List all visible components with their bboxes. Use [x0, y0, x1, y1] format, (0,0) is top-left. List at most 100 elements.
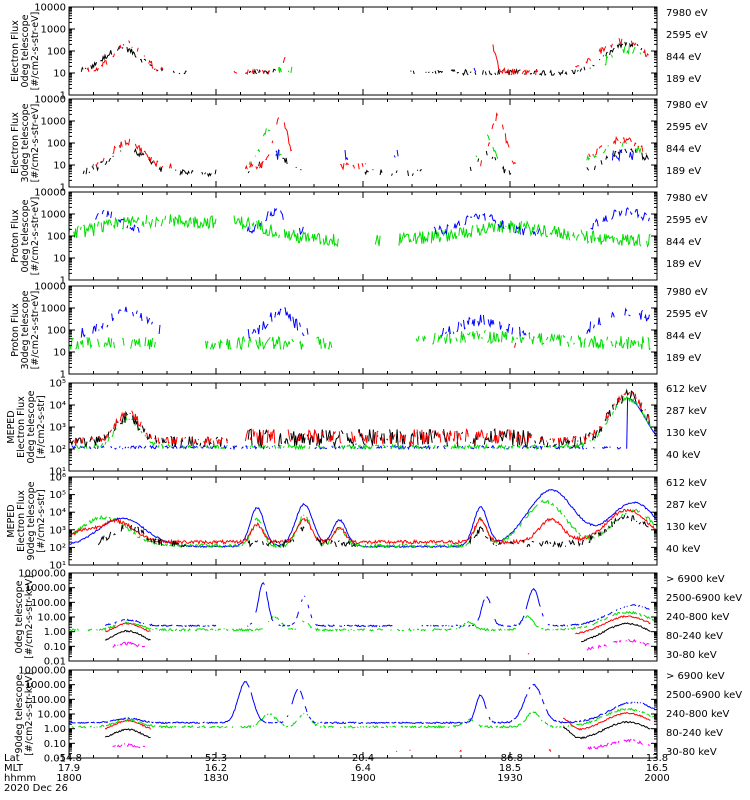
- y-tick-label: 10³: [49, 423, 66, 434]
- y-tick-label: 10000: [34, 95, 66, 106]
- panel-frame: [68, 382, 658, 472]
- legend-entry: 7980 eV: [666, 193, 708, 204]
- legend-entry: 612 keV: [666, 478, 707, 489]
- legend-entry: 2595 eV: [666, 309, 708, 320]
- legend-entry: 80-240 keV: [666, 728, 723, 739]
- series-line: [68, 680, 657, 725]
- panel-frame: [68, 669, 658, 759]
- y-tick-label: 10: [53, 161, 66, 172]
- y-tick-label: 1000.00: [25, 583, 66, 594]
- panel-frame: [68, 6, 658, 96]
- y-tick-label: 1: [60, 91, 66, 102]
- y-tick-label: 10⁵: [49, 379, 66, 390]
- y-axis-label: [#/cm2-s-str]: [36, 489, 47, 552]
- series-line: [105, 713, 657, 752]
- y-tick-label: 10⁶: [49, 473, 66, 484]
- series-line: [68, 489, 658, 549]
- x-tick-label: 16.2: [205, 763, 227, 774]
- y-axis-label: 0deg telescope: [14, 580, 25, 653]
- series-line: [248, 128, 642, 166]
- legend-entry: > 6900 keV: [666, 574, 725, 585]
- y-tick-label: 10.00: [37, 613, 66, 624]
- y-tick-label: 1.00: [44, 724, 66, 735]
- legend-entry: 30-80 keV: [666, 747, 717, 758]
- legend-entry: 844 eV: [666, 237, 701, 248]
- legend-entry: 189 eV: [666, 353, 701, 364]
- y-tick-label: 10: [53, 254, 66, 265]
- x-tick-label: 6.4: [355, 763, 371, 774]
- y-tick-label: 1000: [41, 304, 66, 315]
- y-tick-label: 100: [47, 47, 66, 58]
- y-tick-label: 1: [60, 370, 66, 381]
- y-tick-label: 1.00: [44, 627, 66, 638]
- y-tick-label: 10000.00: [18, 569, 66, 580]
- series-line: [95, 207, 650, 236]
- y-tick-label: 0.01: [44, 754, 66, 765]
- panel-frame: [68, 285, 658, 375]
- legend-entry: 189 eV: [666, 166, 701, 177]
- y-tick-label: 100: [47, 232, 66, 243]
- y-tick-label: 1000: [41, 117, 66, 128]
- x-row-label: Lat: [4, 753, 20, 764]
- legend-entry: 240-800 keV: [666, 709, 730, 720]
- y-tick-label: 100.00: [31, 598, 66, 609]
- y-tick-label: 10¹: [49, 561, 66, 572]
- series-line: [86, 38, 649, 76]
- legend-entry: 40 keV: [666, 544, 700, 555]
- y-tick-label: 10²: [49, 445, 66, 456]
- series-line: [68, 499, 658, 549]
- legend-entry: 7980 eV: [666, 100, 708, 111]
- panel-meped-e-0: 10¹ 10² 10³ 10⁴ 10⁵ MEPED Electron Flux 0deg te…: [6, 379, 707, 478]
- y-tick-label: 10: [53, 348, 66, 359]
- series-line: [68, 214, 651, 248]
- y-tick-label: 100.00: [31, 695, 66, 706]
- y-axis-label: Electron Flux: [10, 20, 21, 82]
- y-axis-label: 90deg telescope: [14, 674, 25, 753]
- legend-entry: 844 eV: [666, 52, 701, 63]
- series-line: [80, 41, 646, 77]
- series-line: [82, 147, 649, 178]
- y-axis-label: MEPED: [6, 504, 17, 537]
- y-tick-label: 0.10: [44, 642, 66, 653]
- y-axis-label: 30deg telescope: [20, 290, 31, 369]
- y-tick-label: 10⁵: [49, 490, 66, 501]
- y-tick-label: 10³: [49, 525, 66, 536]
- legend-entry: 7980 eV: [666, 287, 708, 298]
- legend-entry: 612 keV: [666, 384, 707, 395]
- y-tick-label: 10.00: [37, 710, 66, 721]
- y-axis-label: [#/cm2-s-str-keV]: [24, 672, 35, 756]
- x-tick-label: 1900: [350, 773, 375, 784]
- series-line: [80, 306, 650, 339]
- series-line: [68, 610, 658, 632]
- y-tick-label: 10000: [34, 188, 66, 199]
- y-axis-label: [#/cm2-s-str-eV]: [30, 291, 41, 370]
- x-tick-label: 16.5: [646, 763, 668, 774]
- series-line: [68, 391, 650, 447]
- legend-entry: 130 keV: [666, 522, 707, 533]
- legend-entry: 80-240 keV: [666, 631, 723, 642]
- x-tick-label: 13.8: [646, 753, 668, 764]
- x-tick-label: 17.9: [58, 763, 80, 774]
- y-axis-label: [#/cm2-s-str-eV]: [30, 104, 41, 183]
- y-tick-label: 10000.00: [18, 666, 66, 677]
- y-tick-label: 100: [47, 326, 66, 337]
- series-line: [112, 738, 650, 751]
- series-line: [68, 388, 650, 449]
- y-axis-label: [#/cm2-s-str-keV]: [24, 575, 35, 659]
- legend-entry: 130 keV: [666, 428, 707, 439]
- panel-ted-p-0: 1 10 100 1000 10000 Proton Flux 0deg telescope…: [10, 188, 708, 287]
- y-tick-label: 0.01: [44, 657, 66, 668]
- x-tick-label: 1930: [497, 773, 522, 784]
- legend-entry: 2595 eV: [666, 122, 708, 133]
- y-tick-label: 10⁴: [49, 508, 66, 519]
- panel-ted-p-30: 1 10 100 1000 10000 Proton Flux 30deg telescop…: [10, 282, 708, 381]
- series-line: [93, 114, 651, 170]
- x-tick-label: 52.3: [205, 753, 227, 764]
- y-axis-label: [#/cm2-s-str-eV]: [30, 12, 41, 91]
- x-tick-label: 1830: [203, 773, 228, 784]
- y-tick-label: 1000: [41, 210, 66, 221]
- y-tick-label: 1000: [41, 25, 66, 36]
- y-axis-label: [#/cm2-s-str-eV]: [30, 197, 41, 276]
